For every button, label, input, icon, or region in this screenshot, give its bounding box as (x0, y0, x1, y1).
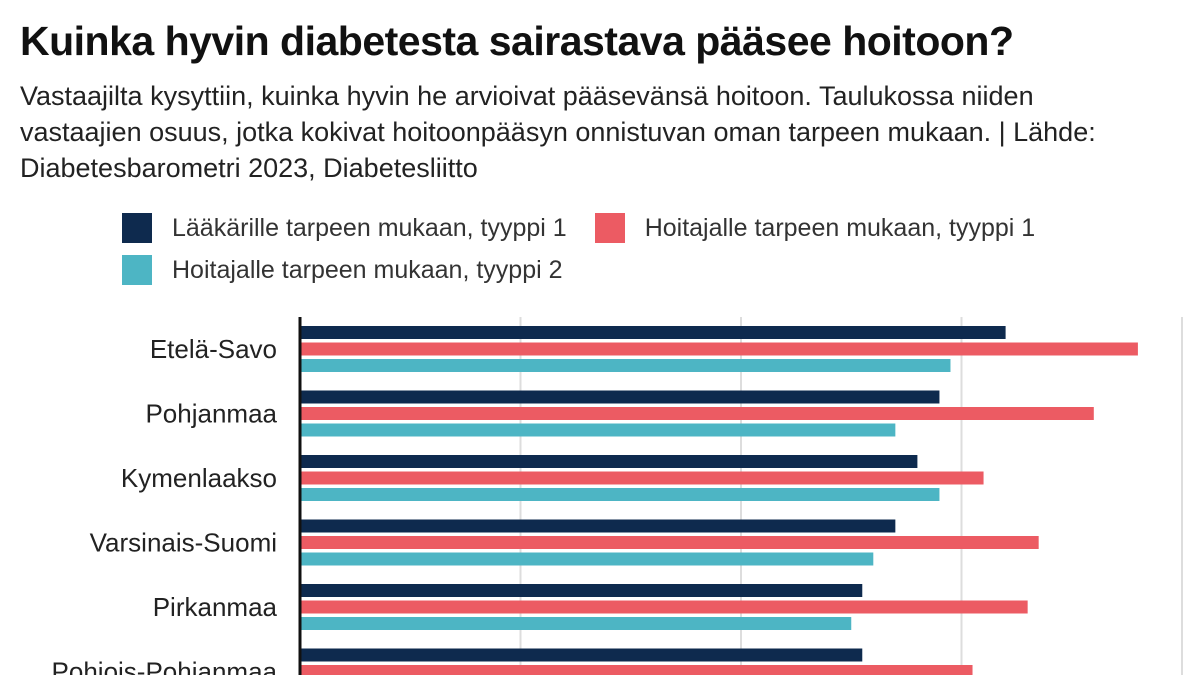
bar (300, 359, 951, 372)
category-label: Pohjois-Pohjanmaa (52, 657, 278, 675)
bar (300, 342, 1138, 356)
bar (300, 536, 1039, 549)
bar (300, 407, 1094, 420)
bar (300, 584, 863, 597)
bar (300, 423, 896, 437)
bar (300, 326, 1006, 339)
legend: Lääkärille tarpeen mukaan, tyyppi 1 Hoit… (122, 213, 1182, 285)
bar (300, 519, 896, 533)
category-label: Kymenlaakso (121, 463, 277, 493)
bar (300, 552, 874, 566)
bar (300, 600, 1028, 614)
bar (300, 665, 973, 675)
legend-swatch (122, 213, 152, 243)
category-label: Pirkanmaa (153, 592, 278, 622)
legend-label: Hoitajalle tarpeen mukaan, tyyppi 2 (172, 255, 563, 284)
bar (300, 390, 940, 404)
legend-item-laakari-t1: Lääkärille tarpeen mukaan, tyyppi 1 (122, 213, 567, 243)
bar (300, 648, 863, 662)
bar (300, 471, 984, 485)
category-label: Varsinais-Suomi (90, 528, 277, 558)
chart-subtitle: Vastaajilta kysyttiin, kuinka hyvin he a… (20, 81, 1096, 183)
bar (300, 455, 918, 468)
category-label: Etelä-Savo (150, 334, 277, 364)
legend-swatch (594, 213, 625, 243)
legend-item-hoitaja-t2: Hoitajalle tarpeen mukaan, tyyppi 2 (122, 255, 563, 285)
category-label: Pohjanmaa (145, 399, 277, 429)
bar (300, 617, 852, 630)
legend-label: Hoitajalle tarpeen mukaan, tyyppi 1 (644, 213, 1036, 242)
bar (300, 488, 940, 501)
chart-title: Kuinka hyvin diabetesta sairastava pääse… (20, 18, 1014, 64)
legend-swatch (122, 255, 152, 285)
legend-label: Lääkärille tarpeen mukaan, tyyppi 1 (172, 213, 567, 242)
legend-item-hoitaja-t1: Hoitajalle tarpeen mukaan, tyyppi 1 (594, 213, 1036, 243)
